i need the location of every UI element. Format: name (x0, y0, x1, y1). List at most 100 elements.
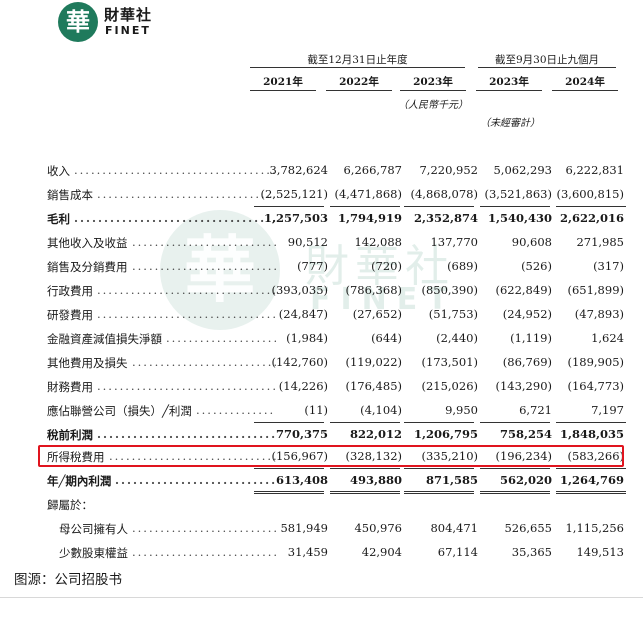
row-value-3: (143,290) (495, 379, 552, 393)
leader-dots: ........................................… (97, 427, 276, 441)
row-value-0: (156,967) (271, 449, 328, 463)
row-label: 銷售及分銷費用 (47, 260, 128, 274)
row-value-1: 1,794,919 (337, 211, 402, 225)
row-value-1: 822,012 (349, 427, 402, 441)
header-year-2: 2023年 (413, 76, 453, 88)
row-value-1: (27,652) (352, 307, 402, 321)
row-value-1: 493,880 (349, 473, 402, 487)
row-value-3: (86,769) (502, 355, 552, 369)
subtotal-rule (556, 491, 626, 494)
row-value-3: 1,540,430 (487, 211, 552, 225)
row-value-4: 1,624 (591, 331, 624, 345)
row-value-1: 142,088 (354, 235, 402, 249)
row-label: 銷售成本 (47, 188, 93, 202)
subtotal-rule (254, 491, 324, 494)
row-value-4: 1,848,035 (559, 427, 624, 441)
row-value-2: (215,026) (421, 379, 478, 393)
row-value-2: (51,753) (428, 307, 478, 321)
table-row: 所得稅費用...................................… (44, 446, 624, 468)
row-value-3: (1,119) (510, 331, 552, 345)
row-label: 其他收入及收益 (47, 236, 128, 250)
row-label: 財務費用 (47, 380, 93, 394)
row-value-3: 526,655 (504, 521, 552, 535)
row-label: 收入 (47, 164, 70, 178)
row-value-2: (689) (447, 259, 478, 273)
leader-dots: ........................................… (132, 355, 276, 369)
row-value-3: 758,254 (499, 427, 552, 441)
table-row: 銷售及分銷費用.................................… (44, 256, 624, 278)
subtotal-rule (480, 468, 550, 469)
row-value-4: 271,985 (576, 235, 624, 249)
row-value-2: 1,206,795 (413, 427, 478, 441)
leader-dots: ........................................… (196, 403, 276, 417)
row-label: 其他費用及損失 (47, 356, 128, 370)
leader-dots: ........................................… (74, 211, 276, 225)
audit-note: （未經審計） (480, 118, 540, 129)
leader-dots: ........................................… (109, 449, 276, 463)
subtotal-rule (404, 468, 474, 469)
header-year-0: 2021年 (263, 76, 303, 88)
row-value-0: 770,375 (275, 427, 328, 441)
row-value-3: (526) (521, 259, 552, 273)
row-label: 稅前利潤 (47, 428, 93, 442)
table-row: 金融資產減值損失淨額..............................… (44, 328, 624, 350)
row-value-1: (644) (371, 331, 402, 345)
table-row: 年╱期內利潤..................................… (44, 470, 624, 492)
row-value-4: (317) (593, 259, 624, 273)
row-value-2: (2,440) (436, 331, 478, 345)
row-value-4: 2,622,016 (559, 211, 624, 225)
row-value-0: (14,226) (278, 379, 328, 393)
row-value-4: (651,899) (567, 283, 624, 297)
row-value-0: (2,525,121) (260, 187, 328, 201)
income-tax-highlight-box (38, 445, 624, 467)
row-value-2: 804,471 (430, 521, 478, 535)
row-value-4: 149,513 (576, 545, 624, 559)
row-value-1: (4,471,868) (334, 187, 402, 201)
row-value-0: 1,257,503 (263, 211, 328, 225)
table-row: 其他費用及損失.................................… (44, 352, 624, 374)
leader-dots: ........................................… (132, 521, 276, 535)
leader-dots: ........................................… (132, 259, 276, 273)
row-value-2: 2,352,874 (413, 211, 478, 225)
row-value-1: 6,266,787 (343, 163, 402, 177)
subtotal-rule (480, 491, 550, 494)
row-label: 毛利 (47, 212, 70, 226)
row-value-3: 5,062,293 (493, 163, 552, 177)
row-value-0: 90,512 (287, 235, 328, 249)
row-value-3: (24,952) (502, 307, 552, 321)
header-group-ninemonth-rule (478, 67, 616, 68)
header-year-rule-4 (552, 90, 618, 91)
header-year-rule-0 (250, 90, 316, 91)
row-label: 行政費用 (47, 284, 93, 298)
header-year-rule-2 (400, 90, 466, 91)
row-value-0: (1,984) (286, 331, 328, 345)
header-group-ninemonth: 截至9月30日止九個月 (494, 54, 600, 66)
header-group-annual: 截至12月31日止年度 (307, 54, 408, 66)
row-value-4: (164,773) (567, 379, 624, 393)
subtotal-rule (330, 491, 400, 494)
table-row: 收入......................................… (44, 160, 624, 182)
table-row: 行政費用....................................… (44, 280, 624, 302)
row-label: 研發費用 (47, 308, 93, 322)
row-value-1: (119,022) (345, 355, 402, 369)
leader-dots: ........................................… (166, 331, 276, 345)
row-value-3: (622,849) (495, 283, 552, 297)
subtotal-rule (254, 422, 324, 423)
row-value-3: 562,020 (499, 473, 552, 487)
table-row: 母公司擁有人..................................… (44, 518, 624, 540)
row-value-0: (11) (304, 403, 328, 417)
row-value-0: 3,782,624 (269, 163, 328, 177)
subtotal-rule (556, 206, 626, 207)
leader-dots: ........................................… (132, 545, 276, 559)
row-value-4: 1,115,256 (565, 521, 624, 535)
leader-dots: ........................................… (132, 235, 276, 249)
table-row: 少數股東權益..................................… (44, 542, 624, 564)
row-value-3: (196,234) (495, 449, 552, 463)
table-row: 銷售成本....................................… (44, 184, 624, 206)
subtotal-rule (556, 468, 626, 469)
table-row: 應佔聯營公司（損失）╱利潤...........................… (44, 400, 624, 422)
table-row: 稅前利潤....................................… (44, 424, 624, 446)
leader-dots: ........................................… (74, 163, 276, 177)
row-value-2: (850,390) (421, 283, 478, 297)
row-value-4: 7,197 (591, 403, 624, 417)
